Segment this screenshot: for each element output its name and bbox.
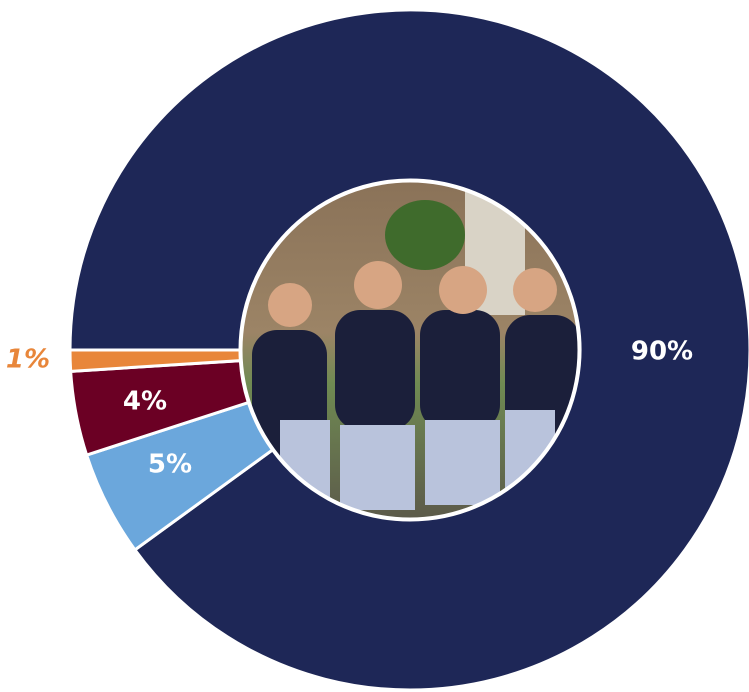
value-label: 1%	[6, 345, 50, 375]
value-label: 90%	[631, 337, 693, 367]
value-label: 4%	[123, 387, 167, 417]
photo	[242, 182, 578, 518]
photo-border	[239, 179, 581, 521]
value-label: 5%	[148, 450, 192, 480]
